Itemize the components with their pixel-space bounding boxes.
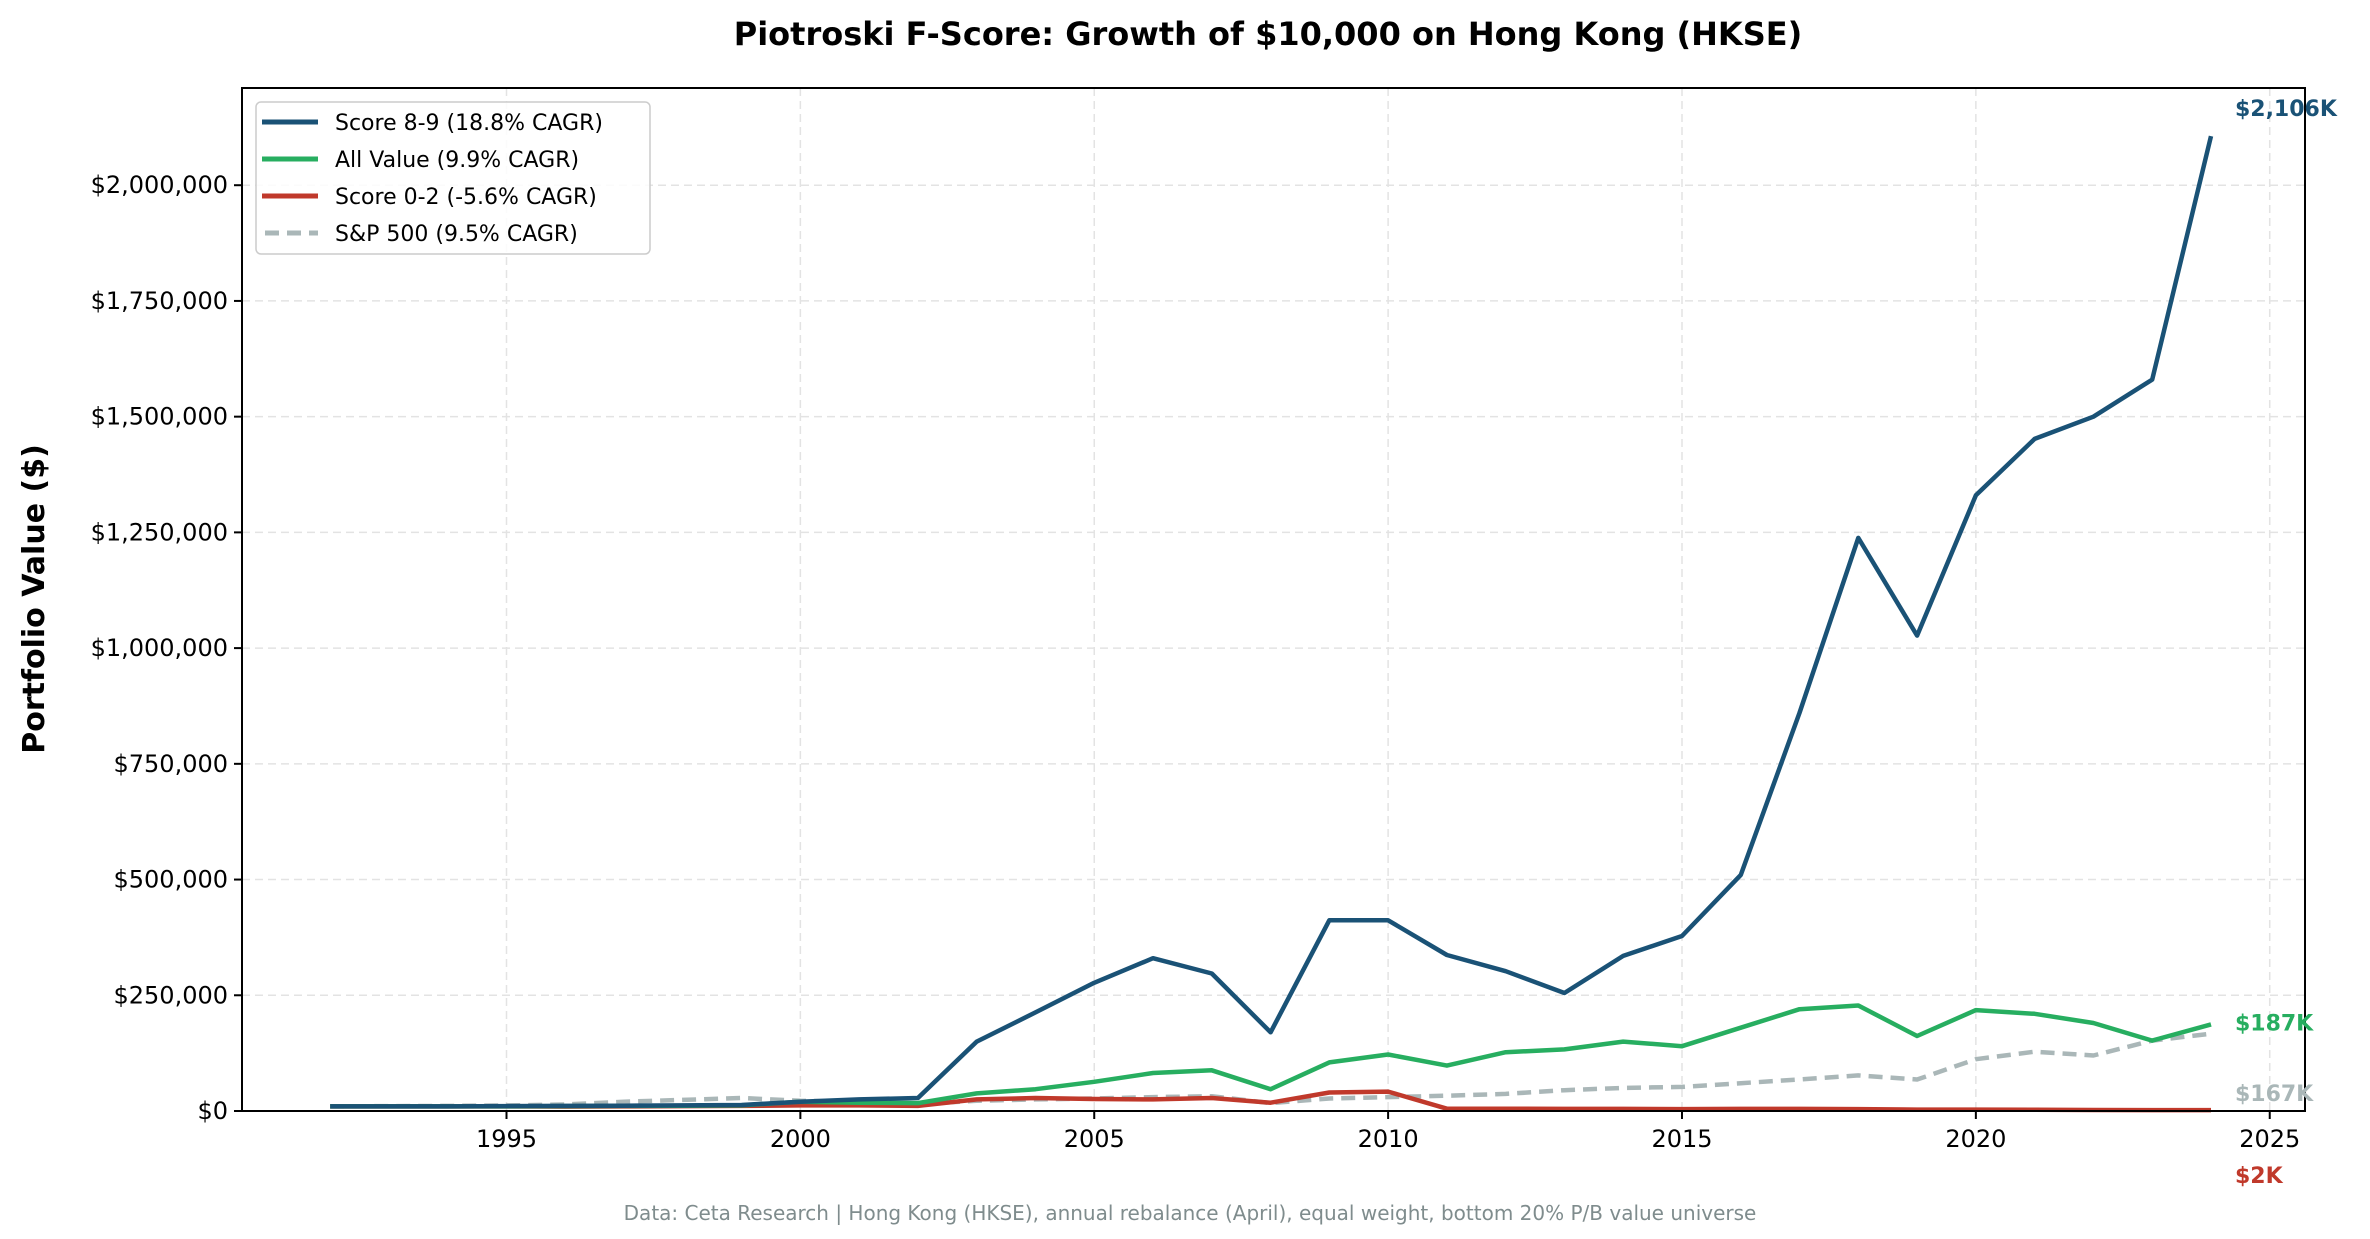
end-value-label: $2K <box>2235 1164 2284 1189</box>
series-line-3 <box>330 1031 2212 1109</box>
legend-label: S&P 500 (9.5% CAGR) <box>335 222 578 247</box>
x-tick-label: 2000 <box>770 1125 831 1153</box>
y-axis-label: Portfolio Value ($) <box>17 444 52 754</box>
x-tick-label: 2010 <box>1358 1125 1419 1153</box>
y-tick-label: $2,000,000 <box>91 171 228 199</box>
end-value-label: $187K <box>2235 1011 2314 1036</box>
y-tick-label: $500,000 <box>113 866 228 894</box>
y-tick-label: $1,750,000 <box>91 287 228 315</box>
x-tick-label: 1995 <box>476 1125 537 1153</box>
end-value-label: $167K <box>2235 1082 2314 1107</box>
plot-frame <box>241 87 2306 1112</box>
x-tick-label: 2005 <box>1064 1125 1125 1153</box>
footnote: Data: Ceta Research | Hong Kong (HKSE), … <box>624 1201 1757 1225</box>
y-tick-label: $1,500,000 <box>91 403 228 431</box>
y-tick-label: $0 <box>197 1097 228 1125</box>
chart-title: Piotroski F-Score: Growth of $10,000 on … <box>734 15 1803 53</box>
y-tick-label: $250,000 <box>113 981 228 1009</box>
legend-label: All Value (9.9% CAGR) <box>335 148 579 173</box>
legend: Score 8-9 (18.8% CAGR) All Value (9.9% CA… <box>255 101 651 255</box>
x-tick-label: 2025 <box>2239 1125 2300 1153</box>
x-tick-label: 2015 <box>1651 1125 1712 1153</box>
y-tick-label: $750,000 <box>113 750 228 778</box>
legend-box <box>255 101 651 255</box>
end-value-label: $2,106K <box>2235 97 2338 122</box>
series-line-1 <box>330 1003 2212 1109</box>
end-labels: $167K $2K $187K $2,106K <box>2235 97 2338 1189</box>
axis-ticks: 1995 2000 2005 2010 2015 2020 2025 $0 $250,000 $5… <box>91 171 2301 1153</box>
series-lines <box>330 135 2214 1113</box>
series-line-0 <box>330 135 2214 1109</box>
legend-label: Score 8-9 (18.8% CAGR) <box>335 111 603 136</box>
y-tick-label: $1,000,000 <box>91 634 228 662</box>
legend-label: Score 0-2 (-5.6% CAGR) <box>335 185 597 210</box>
y-tick-label: $1,250,000 <box>91 518 228 546</box>
x-tick-label: 2020 <box>1945 1125 2006 1153</box>
